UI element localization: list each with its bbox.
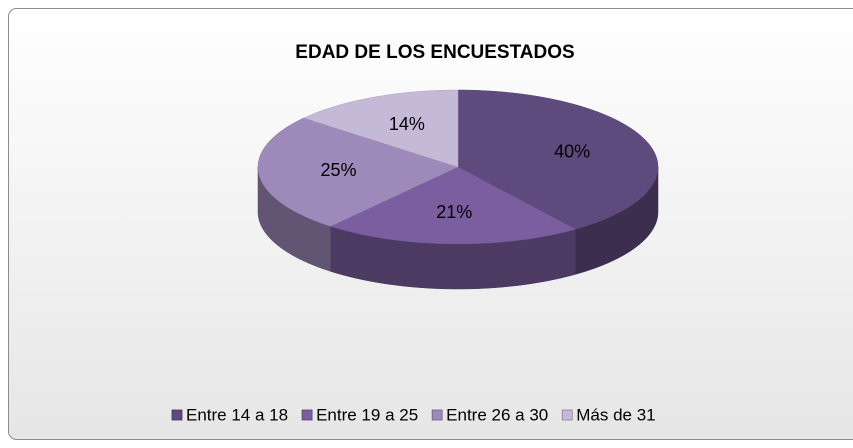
legend-swatch [171,409,183,421]
data-label: 21% [436,202,472,222]
legend-swatch [301,409,313,421]
data-label: 14% [389,114,425,134]
slice [303,89,459,168]
slice [329,166,577,245]
data-label: 25% [321,160,357,180]
legend-swatch [561,409,573,421]
chart-title: EDAD DE LOS ENCUESTADOS [295,42,574,63]
slice [257,117,459,227]
legend-swatch [431,409,443,421]
legend-label: Entre 26 a 30 [446,405,548,424]
data-label: 40% [554,141,590,161]
legend-label: Más de 31 [576,405,655,424]
legend-label: Entre 19 a 25 [316,405,418,424]
legend-label: Entre 14 a 18 [186,405,288,424]
slice [457,89,659,230]
